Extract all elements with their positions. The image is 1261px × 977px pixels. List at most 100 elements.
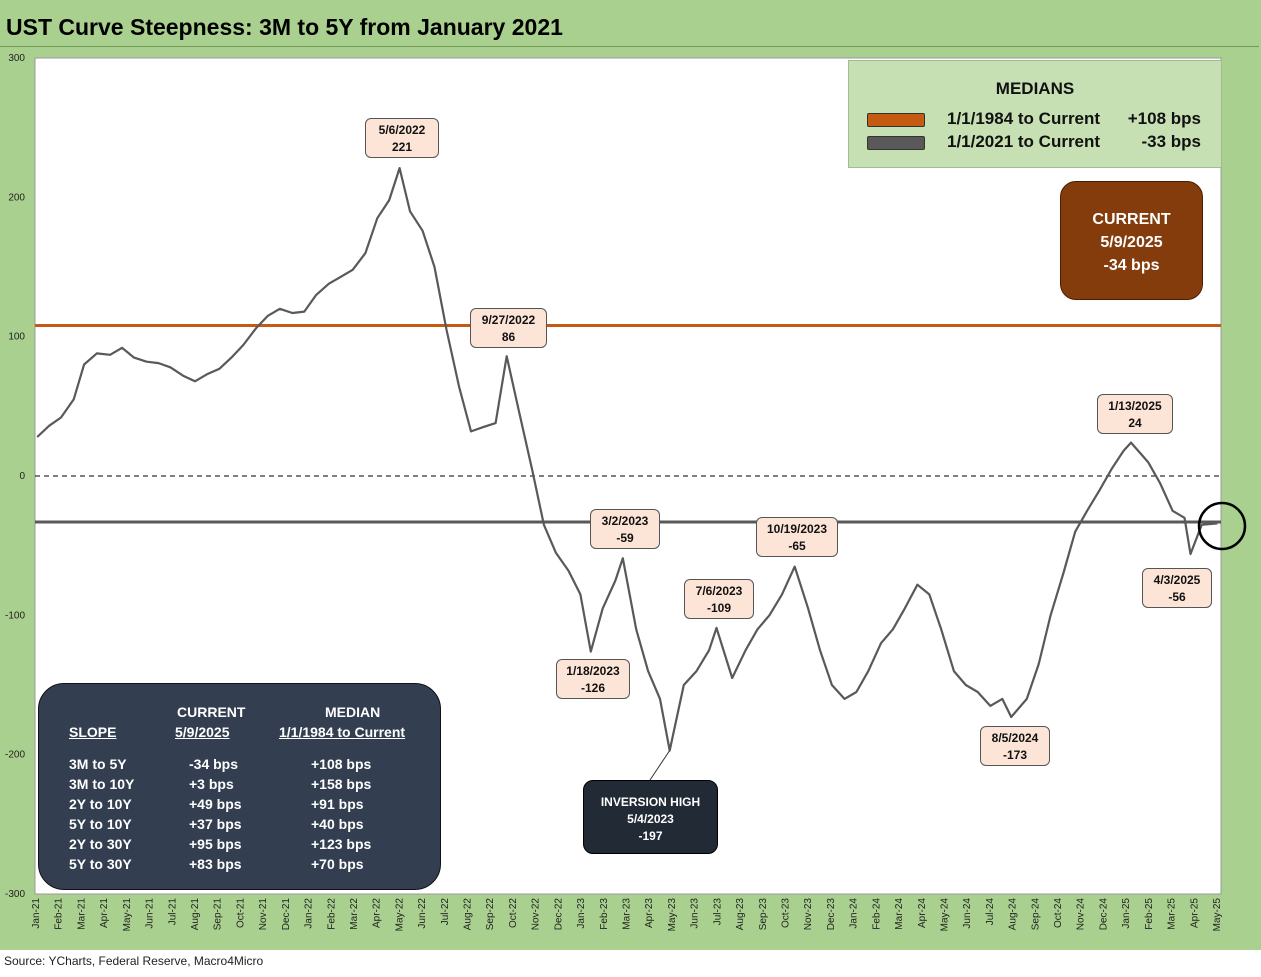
legend-value-1984: +108 bps <box>1127 109 1201 128</box>
x-tick-label: Apr-24 <box>917 898 928 928</box>
annotation-callout: 1/13/2025 24 <box>1097 394 1173 434</box>
annotation-value: -56 <box>1168 590 1186 604</box>
legend-item-2021: 1/1/2021 to Current -33 bps <box>867 132 1207 154</box>
slope-current: +83 bps <box>189 856 242 872</box>
x-tick-label: May-22 <box>394 898 405 932</box>
annotation-callout: 8/5/2024 -173 <box>980 726 1050 766</box>
x-tick-label: Jan-23 <box>576 898 587 929</box>
annotation-callout: 1/18/2023 -126 <box>556 659 630 699</box>
x-tick-label: Nov-23 <box>803 898 814 931</box>
x-tick-label: Aug-21 <box>190 898 201 931</box>
x-tick-label: Jul-23 <box>712 898 723 926</box>
annotation-value: 24 <box>1128 416 1142 430</box>
annotation-date: 9/27/2022 <box>481 313 536 327</box>
x-tick-label: Oct-23 <box>780 898 791 928</box>
x-tick-label: Mar-22 <box>349 898 360 930</box>
inversion-label: INVERSION HIGH <box>600 795 701 809</box>
x-tick-label: Oct-22 <box>508 898 519 928</box>
annotation-value: -126 <box>580 681 606 695</box>
x-tick-label: Jun-23 <box>690 898 701 929</box>
x-tick-label: Oct-24 <box>1053 898 1064 928</box>
annotation-callout: 7/6/2023 -109 <box>684 579 754 619</box>
x-tick-label: Feb-22 <box>326 898 337 930</box>
y-tick-label: 200 <box>8 192 25 203</box>
slope-current: +3 bps <box>189 776 234 792</box>
x-tick-label: Jun-24 <box>962 898 973 929</box>
x-tick-label: Feb-24 <box>871 898 882 930</box>
x-tick-label: Aug-22 <box>463 898 474 931</box>
current-label: CURRENT <box>1092 211 1171 228</box>
slope-name: 5Y to 30Y <box>69 856 132 872</box>
annotation-date: 1/18/2023 <box>566 664 620 678</box>
x-tick-label: Aug-24 <box>1008 898 1019 931</box>
annotation-callout: 10/19/2023 -65 <box>756 517 838 557</box>
x-tick-label: Jul-21 <box>167 898 178 926</box>
y-tick-label: 100 <box>8 332 25 343</box>
slope-table-col3-header1: MEDIAN <box>325 704 381 720</box>
annotation-date: 7/6/2023 <box>695 584 743 598</box>
chart-title-bar: UST Curve Steepness: 3M to 5Y from Janua… <box>0 0 1259 47</box>
y-tick-label: 300 <box>8 53 25 64</box>
x-tick-label: Feb-25 <box>1144 898 1155 930</box>
x-tick-label: May-25 <box>1212 898 1223 932</box>
inversion-date: 5/4/2023 <box>627 812 674 826</box>
inversion-leader-line <box>649 750 671 781</box>
slope-table-col1-header: SLOPE <box>69 724 117 740</box>
slope-table-col3-header2: 1/1/1984 to Current <box>279 724 406 740</box>
x-tick-label: Jul-22 <box>440 898 451 926</box>
series-line <box>36 167 1218 752</box>
x-tick-label: Jul-24 <box>985 898 996 926</box>
current-date: 5/9/2025 <box>1100 234 1163 251</box>
current-value-box: CURRENT 5/9/2025 -34 bps <box>1060 181 1203 300</box>
x-tick-label: May-23 <box>667 898 678 932</box>
slope-name: 2Y to 10Y <box>69 796 132 812</box>
x-tick-label: Jan-25 <box>1121 898 1132 929</box>
annotation-value: 221 <box>391 140 413 154</box>
slope-median: +70 bps <box>311 856 364 872</box>
x-tick-label: Feb-23 <box>599 898 610 930</box>
y-tick-label: -300 <box>5 889 25 900</box>
annotation-date: 5/6/2022 <box>378 123 426 137</box>
x-tick-label: Nov-24 <box>1076 898 1087 931</box>
slope-table: CURRENT 5/9/2025 MEDIAN 1/1/1984 to Curr… <box>38 683 441 890</box>
annotation-value: -173 <box>1002 748 1028 762</box>
current-value: -34 bps <box>1103 257 1160 274</box>
inversion-value: -197 <box>638 829 663 843</box>
annotation-value: 86 <box>501 330 516 344</box>
x-tick-label: Jan-22 <box>304 898 315 929</box>
x-tick-label: May-21 <box>122 898 133 932</box>
chart-title: UST Curve Steepness: 3M to 5Y from Janua… <box>6 14 563 40</box>
source-note: Source: YCharts, Federal Reserve, Macro4… <box>4 954 264 968</box>
y-tick-label: -200 <box>5 750 25 761</box>
x-tick-label: Dec-21 <box>281 898 292 931</box>
legend-value-2021: -33 bps <box>1141 132 1201 151</box>
y-axis: 300 200 100 0 -100 -200 -300 <box>5 53 25 900</box>
x-axis: Jan-21 Feb-21 Mar-21 Apr-21 May-21 Jun-21 Jul-… <box>31 898 1223 932</box>
x-tick-label: Apr-25 <box>1189 898 1200 928</box>
y-tick-label: 0 <box>19 471 25 482</box>
slope-name: 5Y to 10Y <box>69 816 132 832</box>
annotation-date: 3/2/2023 <box>601 514 649 528</box>
x-tick-label: Nov-21 <box>258 898 269 931</box>
x-tick-label: Sep-24 <box>1030 898 1041 931</box>
annotation-value: -109 <box>706 601 732 615</box>
slope-table-col2-header1: CURRENT <box>177 704 246 720</box>
x-tick-label: Sep-22 <box>485 898 496 931</box>
annotation-leaders <box>649 750 671 781</box>
annotation-date: 1/13/2025 <box>1108 399 1162 413</box>
legend-header: MEDIANS <box>995 79 1075 98</box>
x-tick-label: Nov-22 <box>531 898 542 931</box>
x-tick-label: Jun-22 <box>417 898 428 929</box>
slope-name: 2Y to 30Y <box>69 836 132 852</box>
x-tick-label: Oct-21 <box>235 898 246 928</box>
annotation-date: 4/3/2025 <box>1153 573 1201 587</box>
slope-median: +108 bps <box>311 756 372 772</box>
x-tick-label: Dec-22 <box>553 898 564 931</box>
slope-median: +123 bps <box>311 836 372 852</box>
slope-current: -34 bps <box>189 756 239 772</box>
x-tick-label: Mar-25 <box>1167 898 1178 930</box>
x-tick-label: Dec-24 <box>1098 898 1109 931</box>
x-tick-label: Mar-23 <box>622 898 633 930</box>
slope-current: +49 bps <box>189 796 242 812</box>
x-tick-label: Mar-24 <box>894 898 905 930</box>
